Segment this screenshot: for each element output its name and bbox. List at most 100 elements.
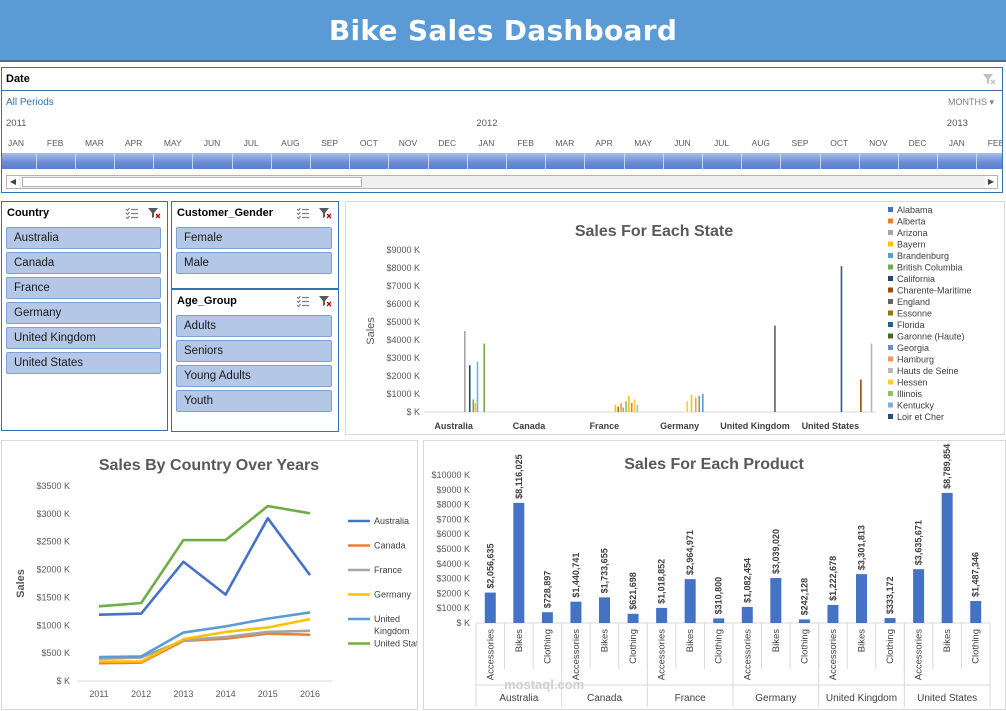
- date-timeline[interactable]: Date All Periods MONTHS ▾ 2011 2012 2013 J…: [1, 67, 1003, 193]
- timeline-month[interactable]: SEP: [791, 138, 809, 148]
- state-bar: [686, 401, 689, 412]
- watermark: mostaql.com: [504, 677, 584, 692]
- state-bar: [476, 361, 479, 412]
- timeline-month[interactable]: JAN: [948, 138, 965, 148]
- slicer-item-female[interactable]: Female: [176, 227, 332, 249]
- x-tick-label: United States: [802, 421, 860, 431]
- timeline-month[interactable]: NOV: [869, 138, 888, 148]
- multi-select-icon[interactable]: [296, 294, 310, 312]
- timeline-month[interactable]: MAR: [555, 138, 575, 148]
- series-line-germany: [99, 617, 311, 663]
- timeline-month[interactable]: MAY: [163, 138, 182, 148]
- slicer-item-adults[interactable]: Adults: [176, 315, 332, 337]
- timeline-month[interactable]: JUN: [203, 138, 221, 148]
- y-tick-label: $3500 K: [36, 481, 70, 491]
- multi-select-icon[interactable]: [296, 206, 310, 224]
- slicer-item-france[interactable]: France: [6, 277, 161, 299]
- timeline-month[interactable]: JAN: [7, 138, 25, 148]
- x-tick-label: Accessories: [914, 629, 925, 680]
- y-tick-label: $ K: [456, 618, 470, 628]
- y-tick-label: $2000 K: [436, 588, 470, 598]
- legend-entry: United Kingdom: [374, 614, 410, 636]
- timeline-month-divider: [819, 153, 821, 169]
- slicer-item-germany[interactable]: Germany: [6, 302, 161, 324]
- scroll-right-icon[interactable]: ▶: [985, 176, 997, 188]
- timeline-month[interactable]: OCT: [359, 138, 378, 148]
- state-bar: [483, 343, 486, 412]
- slicer-item-youth[interactable]: Youth: [176, 390, 332, 412]
- all-periods-label: All Periods: [6, 97, 54, 108]
- timeline-month[interactable]: FEB: [517, 138, 534, 148]
- clear-filter-icon[interactable]: [318, 294, 332, 312]
- multi-select-icon[interactable]: [125, 206, 139, 224]
- timeline-month[interactable]: MAY: [634, 138, 653, 148]
- timeline-month-divider: [584, 153, 586, 169]
- x-tick-label: 2013: [173, 689, 193, 699]
- timeline-month[interactable]: FEB: [46, 138, 64, 148]
- x-tick-label: Australia: [434, 421, 474, 431]
- timeline-selection-bar[interactable]: [2, 153, 1002, 169]
- age-group-slicer: Age_Group Adults Seniors Young Adults Youth: [171, 289, 339, 432]
- timeline-month[interactable]: SEP: [321, 138, 339, 148]
- state-bar: [690, 394, 693, 412]
- timeline-month-divider: [310, 153, 311, 169]
- state-bar: [614, 404, 617, 412]
- scroll-thumb[interactable]: [22, 177, 362, 187]
- timeline-month[interactable]: DEC: [908, 138, 927, 148]
- legend-swatch: [888, 414, 893, 419]
- timeline-month[interactable]: APR: [595, 138, 613, 148]
- group-label: United States: [917, 693, 977, 704]
- slicer-item-male[interactable]: Male: [176, 252, 332, 274]
- timeline-year: 2012: [476, 118, 498, 129]
- y-tick-label: $1000 K: [386, 389, 420, 399]
- timeline-scrollbar[interactable]: ◀ ▶: [6, 175, 998, 189]
- scroll-left-icon[interactable]: ◀: [7, 176, 19, 188]
- x-tick-label: Bikes: [685, 629, 696, 652]
- timeline-month[interactable]: AUG: [281, 138, 300, 148]
- timeline-month-divider: [388, 153, 390, 169]
- product-bar: [513, 502, 525, 623]
- gender-slicer-title: Customer_Gender: [177, 207, 273, 219]
- x-tick-label: France: [590, 421, 620, 431]
- timeline-month[interactable]: JUL: [714, 138, 730, 148]
- slicer-item-seniors[interactable]: Seniors: [176, 340, 332, 362]
- time-level-dropdown[interactable]: MONTHS ▾: [948, 97, 994, 108]
- timeline-month-divider: [623, 153, 625, 169]
- timeline-month[interactable]: JUN: [674, 138, 691, 148]
- slicer-item-united-states[interactable]: United States: [6, 352, 161, 374]
- state-bar: [474, 403, 477, 412]
- timeline-month[interactable]: OCT: [830, 138, 849, 148]
- legend-entry: Garonne (Haute): [897, 332, 965, 342]
- data-label: $310,800: [714, 577, 724, 615]
- dashboard-header: Bike Sales Dashboard: [0, 0, 1006, 62]
- timeline-month[interactable]: FEB: [987, 138, 1003, 148]
- timeline-divider: [2, 90, 1002, 91]
- age-slicer-items: Adults Seniors Young Adults Youth: [172, 315, 338, 412]
- legend-entry: British Columbia: [897, 263, 963, 273]
- timeline-month[interactable]: APR: [124, 138, 143, 148]
- x-tick-label: 2012: [131, 689, 151, 699]
- slicer-item-united-kingdom[interactable]: United Kingdom: [6, 327, 161, 349]
- timeline-month[interactable]: DEC: [438, 138, 457, 148]
- legend-swatch: [888, 287, 893, 293]
- y-axis-label: Sales: [365, 317, 377, 345]
- product-bar: [913, 569, 925, 623]
- clear-filter-icon[interactable]: [147, 206, 161, 224]
- chart-title: Sales By Country Over Years: [99, 457, 319, 474]
- x-tick-label: Bikes: [857, 629, 868, 652]
- timeline-month[interactable]: NOV: [398, 138, 418, 148]
- timeline-month[interactable]: AUG: [751, 138, 770, 148]
- chart-title: Sales For Each State: [575, 223, 733, 240]
- timeline-month-divider: [74, 153, 76, 169]
- timeline-month[interactable]: JUL: [243, 138, 259, 148]
- clear-filter-icon[interactable]: [982, 72, 996, 90]
- slicer-item-canada[interactable]: Canada: [6, 252, 161, 274]
- x-tick-label: Accessories: [742, 629, 753, 680]
- y-tick-label: $2000 K: [386, 371, 420, 381]
- legend-entry: Bayern: [897, 240, 926, 250]
- timeline-month[interactable]: MAR: [84, 138, 104, 148]
- slicer-item-australia[interactable]: Australia: [6, 227, 161, 249]
- slicer-item-young-adults[interactable]: Young Adults: [176, 365, 332, 387]
- clear-filter-icon[interactable]: [318, 206, 332, 224]
- timeline-month[interactable]: JAN: [478, 138, 495, 148]
